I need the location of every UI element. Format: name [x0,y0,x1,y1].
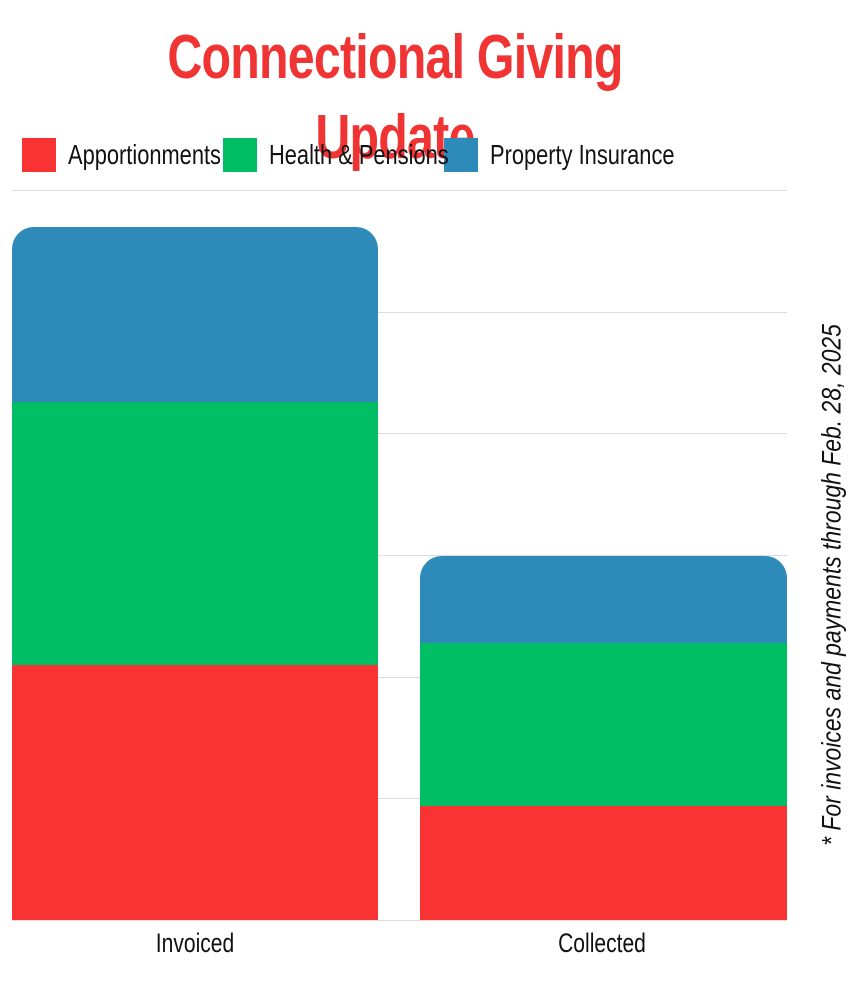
chart-title: Connectional Giving Update [167,23,623,172]
legend-item-property-insurance: Property Insurance [444,138,675,172]
bar-segment-property-insurance [12,226,378,402]
legend-swatch-apportionments [22,138,56,172]
bar-segment-property-insurance [420,556,787,643]
x-label-invoiced: Invoiced [155,928,235,958]
bar-invoiced [12,226,378,920]
legend-item-apportionments: Apportionments [22,138,221,172]
legend-label: Health & Pensions [269,139,449,170]
plot-area [12,190,787,921]
legend: Apportionments Health & Pensions Propert… [22,136,675,174]
baseline [12,920,787,921]
x-label-collected: Collected [558,928,646,958]
bar-segment-health-pensions [420,642,787,806]
legend-swatch-health-pensions [223,138,257,172]
bar-segment-health-pensions [12,401,378,665]
gridline [12,676,787,678]
gridline [12,555,787,556]
bar-segment-apportionments [12,664,378,920]
gridline [12,433,787,435]
gridline [12,311,787,313]
legend-swatch-property-insurance [444,138,478,172]
legend-label: Apportionments [68,139,221,170]
legend-label: Property Insurance [490,139,675,170]
legend-item-health-pensions: Health & Pensions [223,138,449,172]
footnote: * For invoices and payments through Feb.… [816,324,847,846]
bar-collected [420,556,787,920]
gridline [12,798,787,800]
gridline [12,190,787,191]
bar-segment-apportionments [420,805,787,920]
